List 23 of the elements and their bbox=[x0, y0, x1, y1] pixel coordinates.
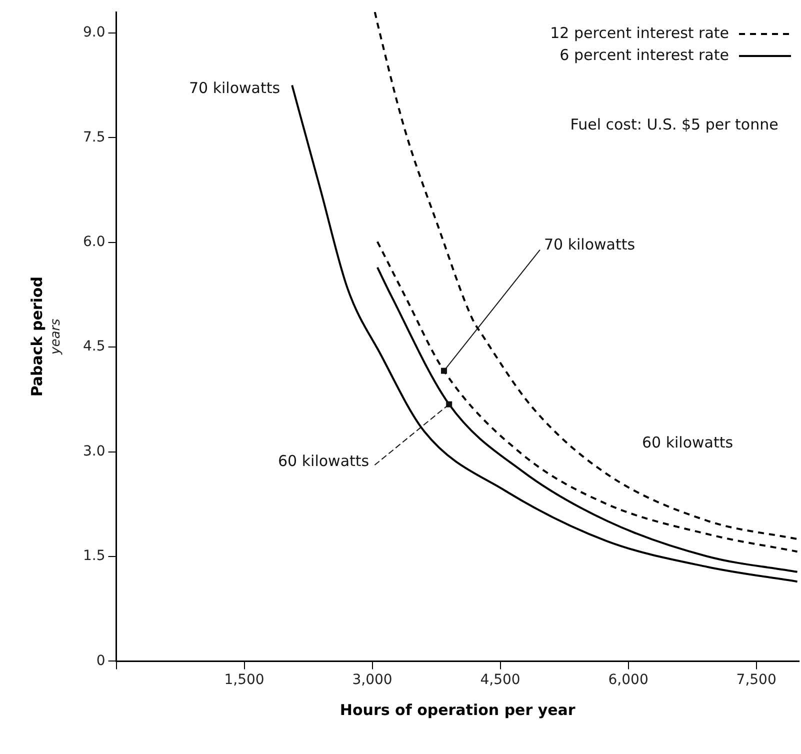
y-tick-label: 4.5 bbox=[83, 338, 106, 355]
legend-label: 12 percent interest rate bbox=[550, 24, 729, 42]
y-tick-label: 7.5 bbox=[83, 129, 106, 146]
y-tick-label: 3.0 bbox=[83, 443, 106, 460]
y-tick-label: 1.5 bbox=[83, 548, 106, 564]
x-tick-label: 3,000 bbox=[352, 672, 392, 688]
x-tick-label: 4,500 bbox=[480, 672, 520, 688]
text: years bbox=[48, 318, 64, 356]
annotation: 60 kilowatts bbox=[642, 434, 734, 452]
x-tick-label: 7,500 bbox=[736, 672, 776, 688]
y-axis-title: Paback period bbox=[28, 276, 46, 397]
x-tick-label: 6,000 bbox=[608, 672, 648, 688]
y-tick-label: 6.0 bbox=[83, 234, 106, 250]
x-axis-title: Hours of operation per year bbox=[340, 700, 576, 719]
legend-label: 6 percent interest rate bbox=[560, 46, 729, 64]
annotation: 70 kilowatts bbox=[544, 236, 636, 254]
annotation: 60 kilowatts bbox=[278, 452, 370, 470]
annotation: Fuel cost: U.S. $5 per tonne bbox=[570, 116, 778, 134]
x-tick-label: 1,500 bbox=[224, 672, 264, 688]
y-tick-label: 9.0 bbox=[83, 24, 106, 41]
line-series bbox=[374, 12, 798, 540]
annotation: 70 kilowatts bbox=[188, 79, 280, 98]
y-tick-label: 0 bbox=[96, 652, 106, 669]
